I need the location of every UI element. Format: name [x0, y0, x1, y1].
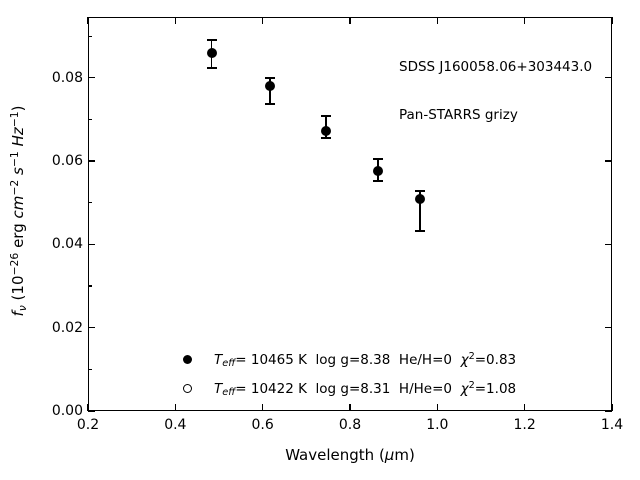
- y-minor-tick: [88, 368, 92, 370]
- plot-annotation: SDSS J160058.06+303443.0 Pan-STARRS griz…: [399, 27, 592, 155]
- x-major-tick-top: [611, 17, 613, 24]
- x-major-tick: [174, 404, 176, 411]
- error-bar-cap-bottom: [414, 230, 425, 232]
- text-segment: = 10465 K log g=8.38 He/H=0: [235, 351, 461, 368]
- y-minor-tick: [88, 285, 92, 287]
- x-major-tick-top: [87, 17, 89, 24]
- error-bar-cap-bottom: [206, 67, 217, 70]
- x-tick-label: 1.0: [426, 417, 449, 433]
- x-major-tick-top: [174, 17, 176, 24]
- plot-area: [88, 17, 612, 411]
- error-bar-cap-top: [206, 39, 217, 41]
- x-tick-label: 1.4: [600, 417, 624, 433]
- data-point-marker: [320, 125, 331, 136]
- x-tick-label: 0.6: [251, 417, 274, 433]
- text-segment: =1.08: [474, 380, 517, 397]
- text-segment: [9, 175, 27, 180]
- y-major-tick-right: [605, 160, 612, 162]
- legend-entry-label: Teff= 10422 K log g=8.31 H/He=0 χ2=1.08: [214, 379, 517, 399]
- x-major-tick: [524, 404, 526, 411]
- error-bar-cap-top: [320, 115, 331, 118]
- legend-entry: Teff= 10422 K log g=8.31 H/He=0 χ2=1.08: [183, 374, 516, 403]
- y-major-tick-right: [605, 410, 612, 412]
- text-segment: χ: [460, 351, 469, 368]
- y-major-tick-right: [605, 77, 612, 79]
- y-minor-tick: [88, 202, 92, 204]
- y-minor-tick: [88, 118, 92, 121]
- y-tick-label: 0.00: [51, 403, 83, 419]
- text-segment: T: [214, 351, 223, 368]
- y-major-tick-right: [605, 243, 612, 246]
- x-major-tick-top: [524, 17, 526, 24]
- y-major-tick-right: [605, 327, 612, 329]
- y-minor-tick: [88, 35, 92, 37]
- error-bar-cap-top: [373, 158, 384, 160]
- filled-circle-icon: [183, 355, 192, 364]
- data-point-marker: [265, 80, 276, 91]
- text-segment: s: [9, 167, 27, 175]
- error-bar-cap-top: [265, 77, 276, 80]
- x-tick-label: 0.4: [164, 417, 187, 433]
- x-major-tick-top: [349, 17, 351, 24]
- open-circle-icon: [183, 384, 192, 393]
- y-major-tick: [88, 327, 95, 329]
- y-major-tick: [88, 160, 95, 162]
- data-point-marker: [206, 48, 217, 59]
- data-point-marker: [414, 194, 425, 204]
- y-major-tick: [88, 410, 95, 412]
- text-segment: 2: [468, 379, 475, 391]
- text-segment: T: [214, 380, 223, 397]
- text-segment: −2: [7, 179, 21, 196]
- text-segment: Wavelength (: [285, 446, 385, 464]
- annotation-object-name: SDSS J160058.06+303443.0: [399, 59, 593, 75]
- x-tick-label: 0.2: [76, 417, 100, 433]
- text-segment: χ: [460, 380, 469, 397]
- y-major-tick: [88, 77, 95, 79]
- x-major-tick: [87, 404, 89, 411]
- text-segment: cm: [9, 195, 27, 219]
- text-segment: eff: [222, 387, 236, 399]
- legend: Teff= 10465 K log g=8.38 He/H=0 χ2=0.83 T…: [183, 345, 516, 403]
- annotation-survey-name: Pan-STARRS grizy: [399, 107, 518, 123]
- error-bar-cap-bottom: [373, 180, 384, 182]
- text-segment: erg: [9, 218, 27, 253]
- legend-entry-label: Teff= 10465 K log g=8.38 He/H=0 χ2=0.83: [214, 350, 517, 370]
- text-segment: (10: [9, 275, 27, 306]
- text-segment: 2: [468, 350, 475, 362]
- x-axis-label: Wavelength (μm): [88, 446, 612, 464]
- x-major-tick: [611, 404, 613, 411]
- text-segment: μ: [384, 446, 395, 464]
- text-segment: f: [9, 311, 27, 317]
- error-bar-cap-bottom: [265, 102, 276, 105]
- x-major-tick-top: [436, 17, 438, 24]
- x-tick-label: 0.8: [338, 417, 362, 433]
- x-major-tick-top: [262, 17, 264, 24]
- y-tick-label: 0.04: [51, 236, 83, 253]
- text-segment: =0.83: [474, 351, 517, 368]
- y-tick-label: 0.06: [51, 153, 83, 170]
- error-bar: [269, 78, 271, 104]
- text-segment: eff: [222, 358, 236, 370]
- error-bar-cap-bottom: [320, 137, 331, 140]
- text-segment: Hz: [9, 127, 27, 147]
- legend-entry: Teff= 10465 K log g=8.38 He/H=0 χ2=0.83: [183, 345, 516, 374]
- text-segment: m): [394, 446, 415, 464]
- text-segment: = 10422 K log g=8.31 H/He=0: [235, 380, 461, 397]
- y-tick-label: 0.02: [51, 319, 83, 336]
- error-bar-cap-top: [414, 190, 425, 192]
- x-major-tick: [436, 404, 438, 411]
- y-tick-label: 0.08: [51, 69, 83, 86]
- data-point-marker: [373, 165, 384, 176]
- y-major-tick: [88, 243, 95, 246]
- y-axis-label: fν (10−26 erg cm−2 s−1 Hz−1): [7, 41, 30, 381]
- text-segment: ν: [16, 305, 30, 312]
- text-segment: −1: [7, 151, 21, 168]
- x-major-tick: [349, 404, 351, 411]
- error-bar: [418, 191, 421, 232]
- x-major-tick: [262, 404, 264, 411]
- x-tick-label: 1.2: [513, 417, 536, 433]
- text-segment: −26: [7, 252, 21, 276]
- text-segment: −1: [7, 111, 21, 128]
